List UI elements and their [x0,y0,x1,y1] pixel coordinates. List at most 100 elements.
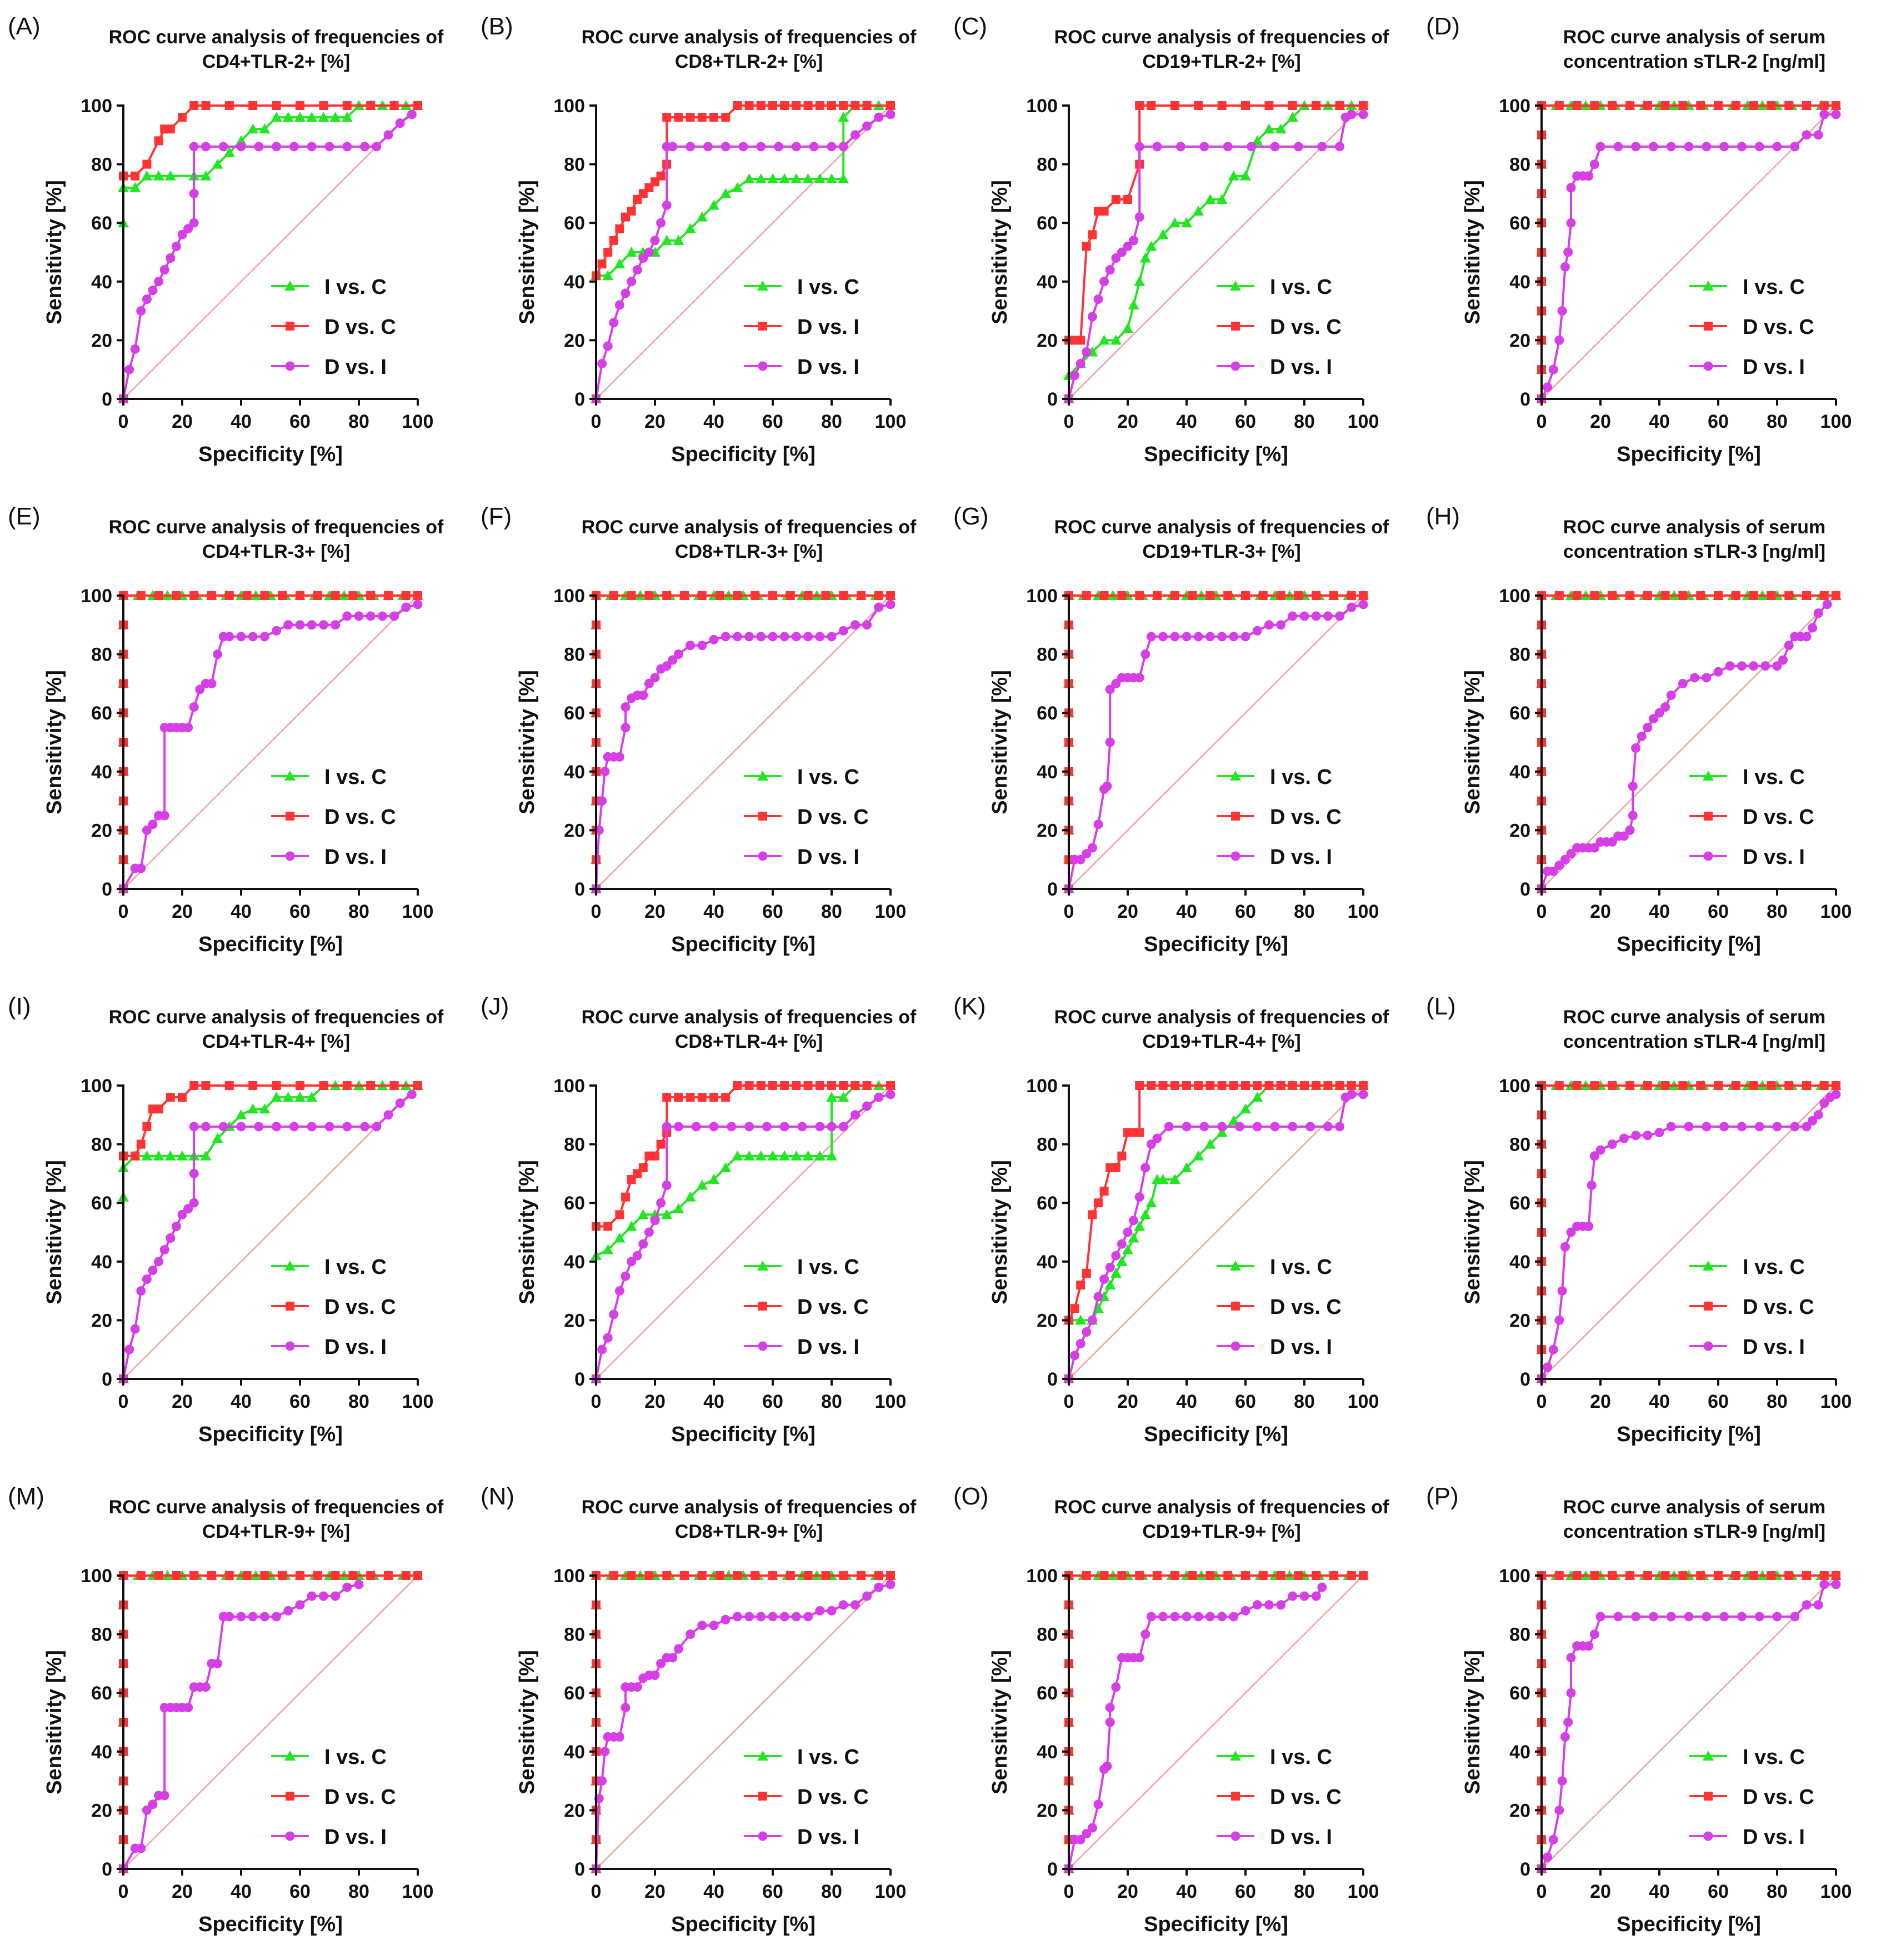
data-point-dvi [1358,1089,1368,1099]
y-tick-label: 100 [1499,586,1530,607]
y-axis-label: Sensitivity [%] [988,670,1012,814]
x-tick-label: 40 [1649,411,1670,432]
data-point-dvc [172,591,181,600]
data-point-dvi [1554,335,1564,345]
data-point-dvi [756,142,766,152]
data-point-ivc [826,173,837,183]
data-point-dvi [1584,171,1594,181]
data-point-dvi [656,1198,666,1208]
data-point-dvi [1808,623,1818,633]
x-tick-label: 100 [1820,411,1852,432]
legend-label: D vs. C [797,806,869,829]
data-point-dvc [1135,101,1144,110]
data-point-dvi [1335,1122,1345,1132]
data-point-dvi [1790,142,1800,152]
data-point-dvi [171,241,181,251]
data-point-dvc [1335,1081,1344,1090]
data-point-dvc [1076,1281,1085,1290]
data-point-ivc [791,1150,802,1161]
data-point-dvi [1749,661,1759,671]
data-point-ivc [141,1150,153,1161]
data-point-dvi [1288,1591,1298,1601]
roc-panel-n: (N) ROC curve analysis of frequencies of C… [473,1470,946,1960]
data-point-dvc [1714,1571,1723,1580]
legend-label: D vs. I [1270,1826,1332,1849]
data-point-dvi [259,632,269,642]
x-tick-label: 60 [762,901,783,922]
y-tick-label: 100 [81,586,112,607]
data-point-dvc [792,101,801,110]
y-tick-label: 100 [1499,1566,1530,1587]
y-tick-label: 80 [564,1624,585,1646]
legend-marker-dvi [758,361,768,371]
roc-chart-svg: (L) ROC curve analysis of serum concentrat… [1426,993,1852,1446]
data-point-dvi [295,1600,305,1610]
data-point-ivc [838,1092,849,1102]
data-point-dvi [124,1344,134,1354]
data-point-dvi [201,142,211,152]
data-point-dvc [1347,1081,1356,1090]
legend: I vs. C D vs. C D vs. I [744,766,869,869]
x-tick-label: 100 [1820,1391,1852,1412]
data-point-dvc [792,1081,801,1090]
data-point-dvi [1813,1110,1823,1120]
data-point-dvi [850,130,860,140]
data-point-dvc [1678,101,1688,110]
data-point-dvi [331,1591,341,1601]
reference-diagonal [596,595,891,889]
reference-diagonal [1068,1575,1364,1869]
data-point-dvc [862,101,872,110]
legend-marker-dvi [285,1341,295,1351]
data-point-dvi [1193,632,1203,642]
data-point-ivc [838,112,849,122]
data-point-dvi [1666,691,1676,701]
data-point-ivc [329,112,341,122]
data-point-dvi [1557,1776,1567,1786]
data-point-dvi [136,306,146,316]
data-point-dvi [360,142,370,152]
data-point-dvc [224,1571,234,1580]
data-point-dvi [272,1122,282,1132]
data-point-dvi [130,1324,140,1334]
data-point-dvc [1094,1198,1103,1208]
data-point-ivc [684,1191,696,1202]
legend-marker-ivc [1703,281,1714,291]
y-tick-label: 40 [1509,272,1530,293]
data-point-dvi [148,819,158,829]
data-point-dvi [360,1122,370,1132]
y-tick-label: 100 [81,96,112,117]
data-point-dvi [1625,825,1635,835]
data-point-dvi [166,1233,176,1243]
data-point-dvc [803,1571,813,1580]
panel-label: (A) [8,13,41,40]
data-point-dvi [603,1333,613,1343]
data-point-dvi [1317,1582,1327,1592]
data-point-dvi [318,1591,328,1601]
data-point-dvc [627,591,636,600]
data-point-dvi [1205,1612,1215,1622]
panel-label: (C) [953,13,987,40]
data-point-dvi [1082,1327,1092,1337]
data-point-dvc [136,591,146,600]
y-axis-label: Sensitivity [%] [516,1650,539,1794]
data-point-dvi [283,1606,293,1616]
data-point-dvc [651,1151,659,1161]
data-point-dvc [1696,1081,1705,1090]
data-point-dvi [1813,608,1823,618]
data-point-ivc [271,112,282,122]
roc-chart-svg: (D) ROC curve analysis of serum concentrat… [1426,13,1852,466]
data-point-dvi [1093,819,1103,829]
data-point-dvc [1300,1081,1309,1090]
panel-label: (M) [8,1483,44,1510]
y-tick-label: 20 [1037,330,1058,351]
data-point-dvi [744,632,754,642]
data-point-dvc [1749,591,1758,600]
series-dvi [591,109,896,404]
data-point-dvi [768,632,778,642]
legend-marker-ivc [1230,771,1241,781]
data-point-ivc [200,1150,212,1161]
y-tick-label: 0 [1047,1859,1058,1880]
y-tick-label: 20 [1037,1310,1058,1331]
data-point-dvc [1170,101,1179,110]
data-point-dvi [289,1122,299,1132]
